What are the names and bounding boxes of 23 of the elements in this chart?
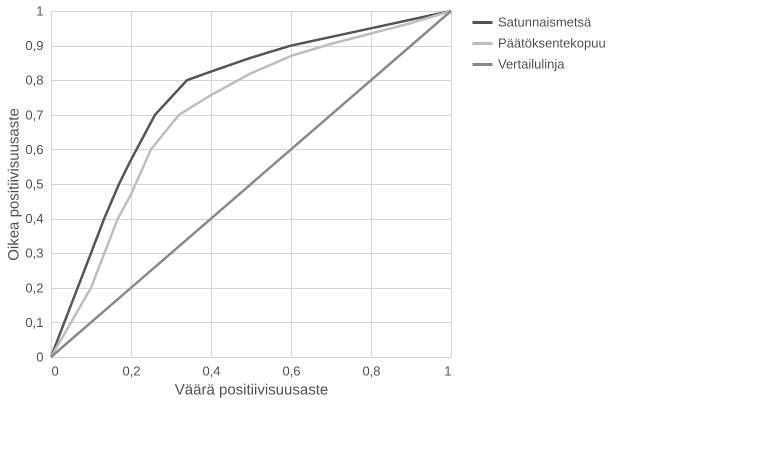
y-tick-label: 0,5 [25,176,44,192]
x-tick-label: 0 [52,364,59,378]
legend-label: Päätöksentekopuu [498,36,606,50]
y-tick-label: 0,9 [25,38,44,54]
x-tick-label: 0,4 [202,364,221,378]
y-tick-label: 0,2 [25,280,44,296]
legend-label: Vertailulinja [498,56,566,72]
y-tick-label: 0,4 [25,211,44,226]
y-tick-label: 1 [36,4,44,18]
y-tick-label: 0,6 [25,142,44,157]
y-tick-label: 0,7 [25,107,44,122]
y-tick-label: 0,1 [25,314,44,330]
x-tick-label: 0,6 [282,364,301,378]
y-tick-label: 0,3 [25,246,44,261]
line-series [50,10,452,358]
y-tick-label: 0 [36,350,44,364]
y-tick-label: 0,8 [25,72,44,88]
x-tick-label: 1 [444,364,452,378]
legend-label: Satunnaismetsä [498,14,592,30]
x-tick-label: 0,2 [122,364,141,378]
x-axis-title: Väärä positiivisuusaste [174,382,328,398]
y-axis-title: Oikea positiivisuusaste [5,108,22,261]
x-tick-label: 0,8 [362,364,381,378]
